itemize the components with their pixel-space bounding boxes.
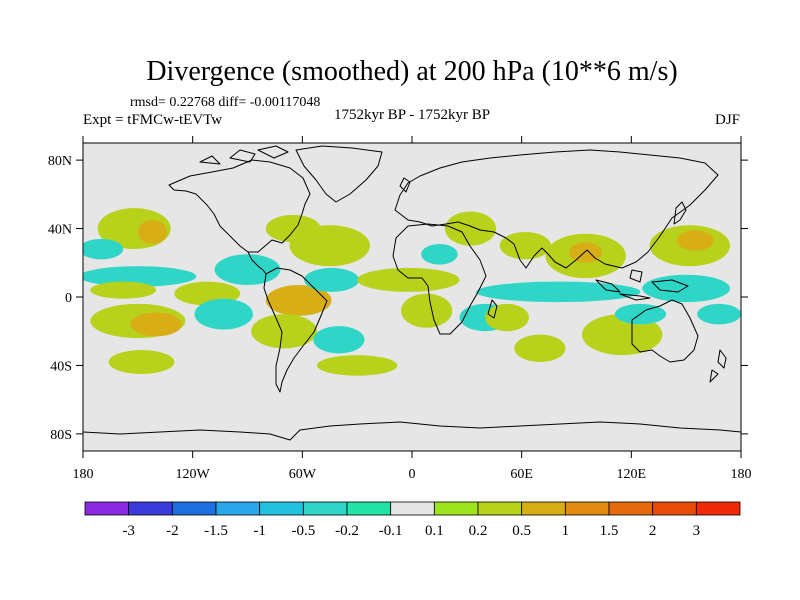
x-tick-label: 60W (289, 467, 317, 482)
colorbar-label: -0.5 (291, 523, 315, 539)
colorbar-label: 2 (649, 523, 657, 539)
field-region-17 (313, 326, 365, 354)
coastline-europe-asia (394, 149, 719, 269)
colorbar-swatch (302, 501, 348, 516)
coastline-maritime-continent (595, 269, 689, 301)
coastline-antarctica (83, 421, 741, 441)
chart-title: Divergence (smoothed) at 200 hPa (10**6 … (146, 56, 677, 87)
field-region-26 (514, 334, 566, 363)
field-region-2 (137, 220, 168, 244)
colorbar-swatch (215, 501, 261, 516)
field-region-24 (485, 303, 529, 332)
field-region-22 (444, 211, 497, 246)
colorbar-label: 3 (693, 523, 701, 539)
field-region-33 (677, 230, 714, 251)
colorbar-swatch (128, 501, 173, 516)
colorbar-label: 0.5 (512, 523, 531, 539)
field-region-13 (289, 225, 370, 267)
coastline-central-america (247, 251, 267, 275)
x-tick-label: 180 (731, 467, 752, 482)
colorbar-label: -1.5 (204, 523, 228, 539)
colorbar-label: -3 (122, 523, 135, 539)
coastline-new-zealand (709, 349, 727, 383)
x-tick-label: 180 (73, 467, 94, 482)
colorbar-label: 0.2 (469, 523, 488, 539)
field-region-30 (581, 314, 663, 356)
field-region-8 (108, 350, 175, 374)
coastlines (83, 145, 741, 441)
colorbar-swatch (84, 501, 130, 516)
field-region-11 (214, 254, 281, 286)
field-region-4 (83, 266, 197, 287)
field-region-19 (357, 267, 460, 292)
field-region-3 (83, 238, 124, 260)
y-tick-label: 80N (48, 154, 72, 169)
stats-line: rmsd= 0.22768 diff= -0.00117048 (130, 95, 320, 110)
colorbar-label: 0.1 (425, 523, 444, 539)
colorbar-swatch (171, 501, 217, 516)
colorbar-swatch (477, 501, 523, 516)
coastline-arctic-islands (199, 145, 289, 165)
x-tick-label: 120W (176, 467, 211, 482)
colorbar-swatch (259, 501, 304, 516)
period-label: 1752kyr BP - 1752kyr BP (334, 107, 490, 123)
field-region-34 (642, 274, 731, 303)
map-axes: 180 120W 60W 0 60E 120E 180 80N 40N 0 40S 80S (48, 136, 752, 482)
field-region-14 (265, 285, 332, 316)
experiment-label: Expt = tFMCw-tEVTw (83, 112, 222, 128)
colorbar-label: 1.5 (600, 523, 619, 539)
colorbar-swatch (433, 501, 479, 516)
colorbar-label: 1 (562, 523, 570, 539)
coastline-africa (392, 223, 487, 335)
colorbar-swatch (346, 501, 392, 516)
coastline-madagascar (487, 299, 498, 319)
colorbar: -3 -2 -1.5 -1 -0.5 -0.2 -0.1 0.1 0.2 0.5 1 1.5 2 3 (84, 501, 741, 539)
field-region-15 (304, 267, 359, 292)
y-tick-label: 0 (65, 291, 72, 306)
colorbar-swatch (695, 501, 741, 516)
divergence-field (83, 208, 741, 376)
colorbar-label: -0.1 (379, 523, 403, 539)
colorbar-swatch (390, 501, 435, 516)
colorbar-swatch (521, 501, 566, 516)
colorbar-swatch (652, 501, 697, 516)
y-tick-label: 40S (50, 359, 72, 374)
field-region-7 (130, 312, 182, 337)
field-region-21 (421, 243, 458, 265)
x-tick-label: 120E (617, 467, 647, 482)
y-tick-label: 80S (50, 428, 72, 443)
field-region-10 (194, 298, 253, 330)
colorbar-label: -0.2 (335, 523, 359, 539)
field-region-16 (251, 314, 317, 349)
field-region-25 (499, 231, 551, 260)
coastline-south-america (263, 267, 328, 393)
field-region-29 (569, 242, 603, 263)
colorbar-swatch (608, 501, 654, 516)
field-region-18 (316, 355, 398, 376)
colorbar-swatch (564, 501, 610, 516)
season-label: DJF (715, 112, 740, 128)
y-tick-label: 40N (48, 223, 72, 238)
coastline-north-america (168, 159, 311, 253)
coastline-uk (399, 177, 411, 193)
field-region-5 (90, 281, 157, 299)
x-tick-label: 0 (409, 467, 416, 482)
x-tick-label: 60E (510, 467, 533, 482)
field-region-35 (697, 303, 741, 325)
field-region-20 (401, 293, 453, 328)
field-region-27 (475, 281, 641, 303)
coastline-greenland (295, 145, 383, 203)
coastline-japan (673, 201, 687, 225)
coastline-australia (631, 299, 699, 363)
colorbar-label: -2 (166, 523, 179, 539)
colorbar-label: -1 (253, 523, 266, 539)
